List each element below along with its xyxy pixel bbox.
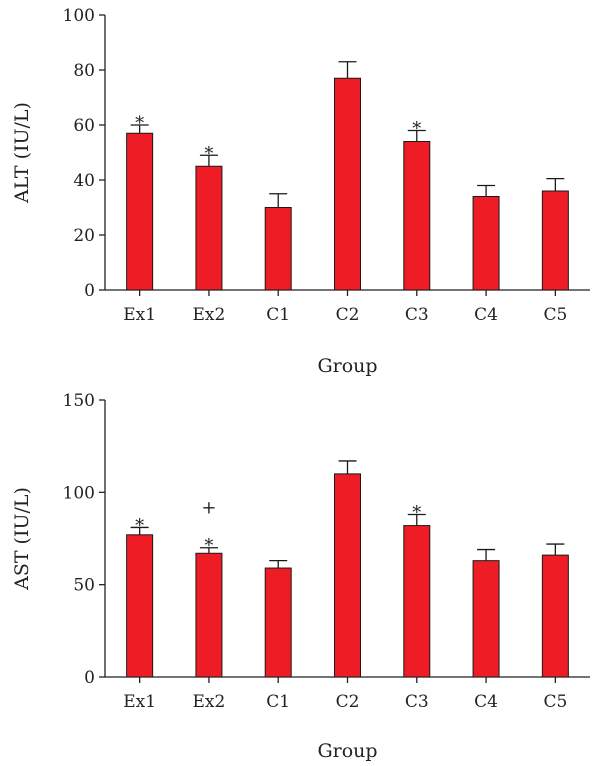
alt-x-tick-label: C5 xyxy=(543,305,567,325)
alt-y-tick-label: 0 xyxy=(84,281,95,301)
ast-y-tick-label: 150 xyxy=(63,391,95,411)
alt-bar-c2 xyxy=(334,77,361,291)
ast-y-tick-label: 100 xyxy=(63,483,95,503)
ast-x-tick-label: C3 xyxy=(405,692,429,712)
alt-y-tick-label: 80 xyxy=(73,61,95,81)
alt-significance-marker: * xyxy=(412,119,421,140)
ast-x-axis-title: Group xyxy=(317,740,377,762)
ast-bar-ex1 xyxy=(126,534,154,678)
ast-x-tick-label: C5 xyxy=(543,692,567,712)
alt-x-tick-label: C3 xyxy=(405,305,429,325)
alt-x-tick-label: Ex2 xyxy=(193,305,226,325)
alt-significance-marker: * xyxy=(204,143,213,164)
alt-bar-ex2 xyxy=(195,165,223,291)
alt-significance-marker: * xyxy=(135,113,144,134)
ast-significance-marker: + xyxy=(201,498,216,519)
ast-y-tick-label: 50 xyxy=(73,576,95,596)
alt-x-tick-label: Ex1 xyxy=(123,305,156,325)
ast-bar-c2 xyxy=(334,473,361,678)
ast-bar-c4 xyxy=(472,560,500,678)
alt-x-tick-label: C4 xyxy=(474,305,498,325)
alt-y-tick-label: 20 xyxy=(73,226,95,246)
alt-bar-c1 xyxy=(264,207,292,291)
alt-bar-c4 xyxy=(472,196,500,291)
ast-y-axis-title: AST (IU/L) xyxy=(11,487,33,591)
ast-x-tick-label: C4 xyxy=(474,692,498,712)
ast-y-tick-label: 0 xyxy=(84,668,95,688)
alt-bar-ex1 xyxy=(126,132,154,291)
alt-y-tick-label: 40 xyxy=(73,171,95,191)
alt-y-tick-label: 100 xyxy=(63,6,95,26)
alt-bar-c5 xyxy=(541,190,569,291)
ast-x-tick-label: Ex2 xyxy=(193,692,226,712)
alt-x-tick-label: C1 xyxy=(266,305,290,325)
alt-bar-c3 xyxy=(403,141,431,291)
ast-bar-c1 xyxy=(264,567,292,678)
ast-x-tick-label: Ex1 xyxy=(123,692,156,712)
ast-significance-marker: * xyxy=(204,536,213,557)
ast-bar-c3 xyxy=(403,525,431,678)
alt-x-axis-title: Group xyxy=(317,355,377,377)
alt-y-tick-label: 60 xyxy=(73,116,95,136)
alt-bar-chart: 0 20 40 60 80 100 Ex1 * Ex2 * C1 C2 C3 * C4 C5 Group ALT … xyxy=(11,6,590,377)
ast-significance-marker: * xyxy=(412,502,421,523)
ast-x-tick-label: C1 xyxy=(266,692,290,712)
ast-bar-c5 xyxy=(541,554,569,678)
ast-significance-marker: * xyxy=(135,515,144,536)
ast-bar-ex2 xyxy=(195,552,223,678)
alt-x-tick-label: C2 xyxy=(336,305,360,325)
ast-bar-chart: 0 50 100 150 Ex1 * Ex2 + * C1 C2 C3 * C4 C5 Group AST (I… xyxy=(11,391,590,762)
ast-x-tick-label: C2 xyxy=(336,692,360,712)
alt-y-axis-title: ALT (IU/L) xyxy=(11,102,33,204)
